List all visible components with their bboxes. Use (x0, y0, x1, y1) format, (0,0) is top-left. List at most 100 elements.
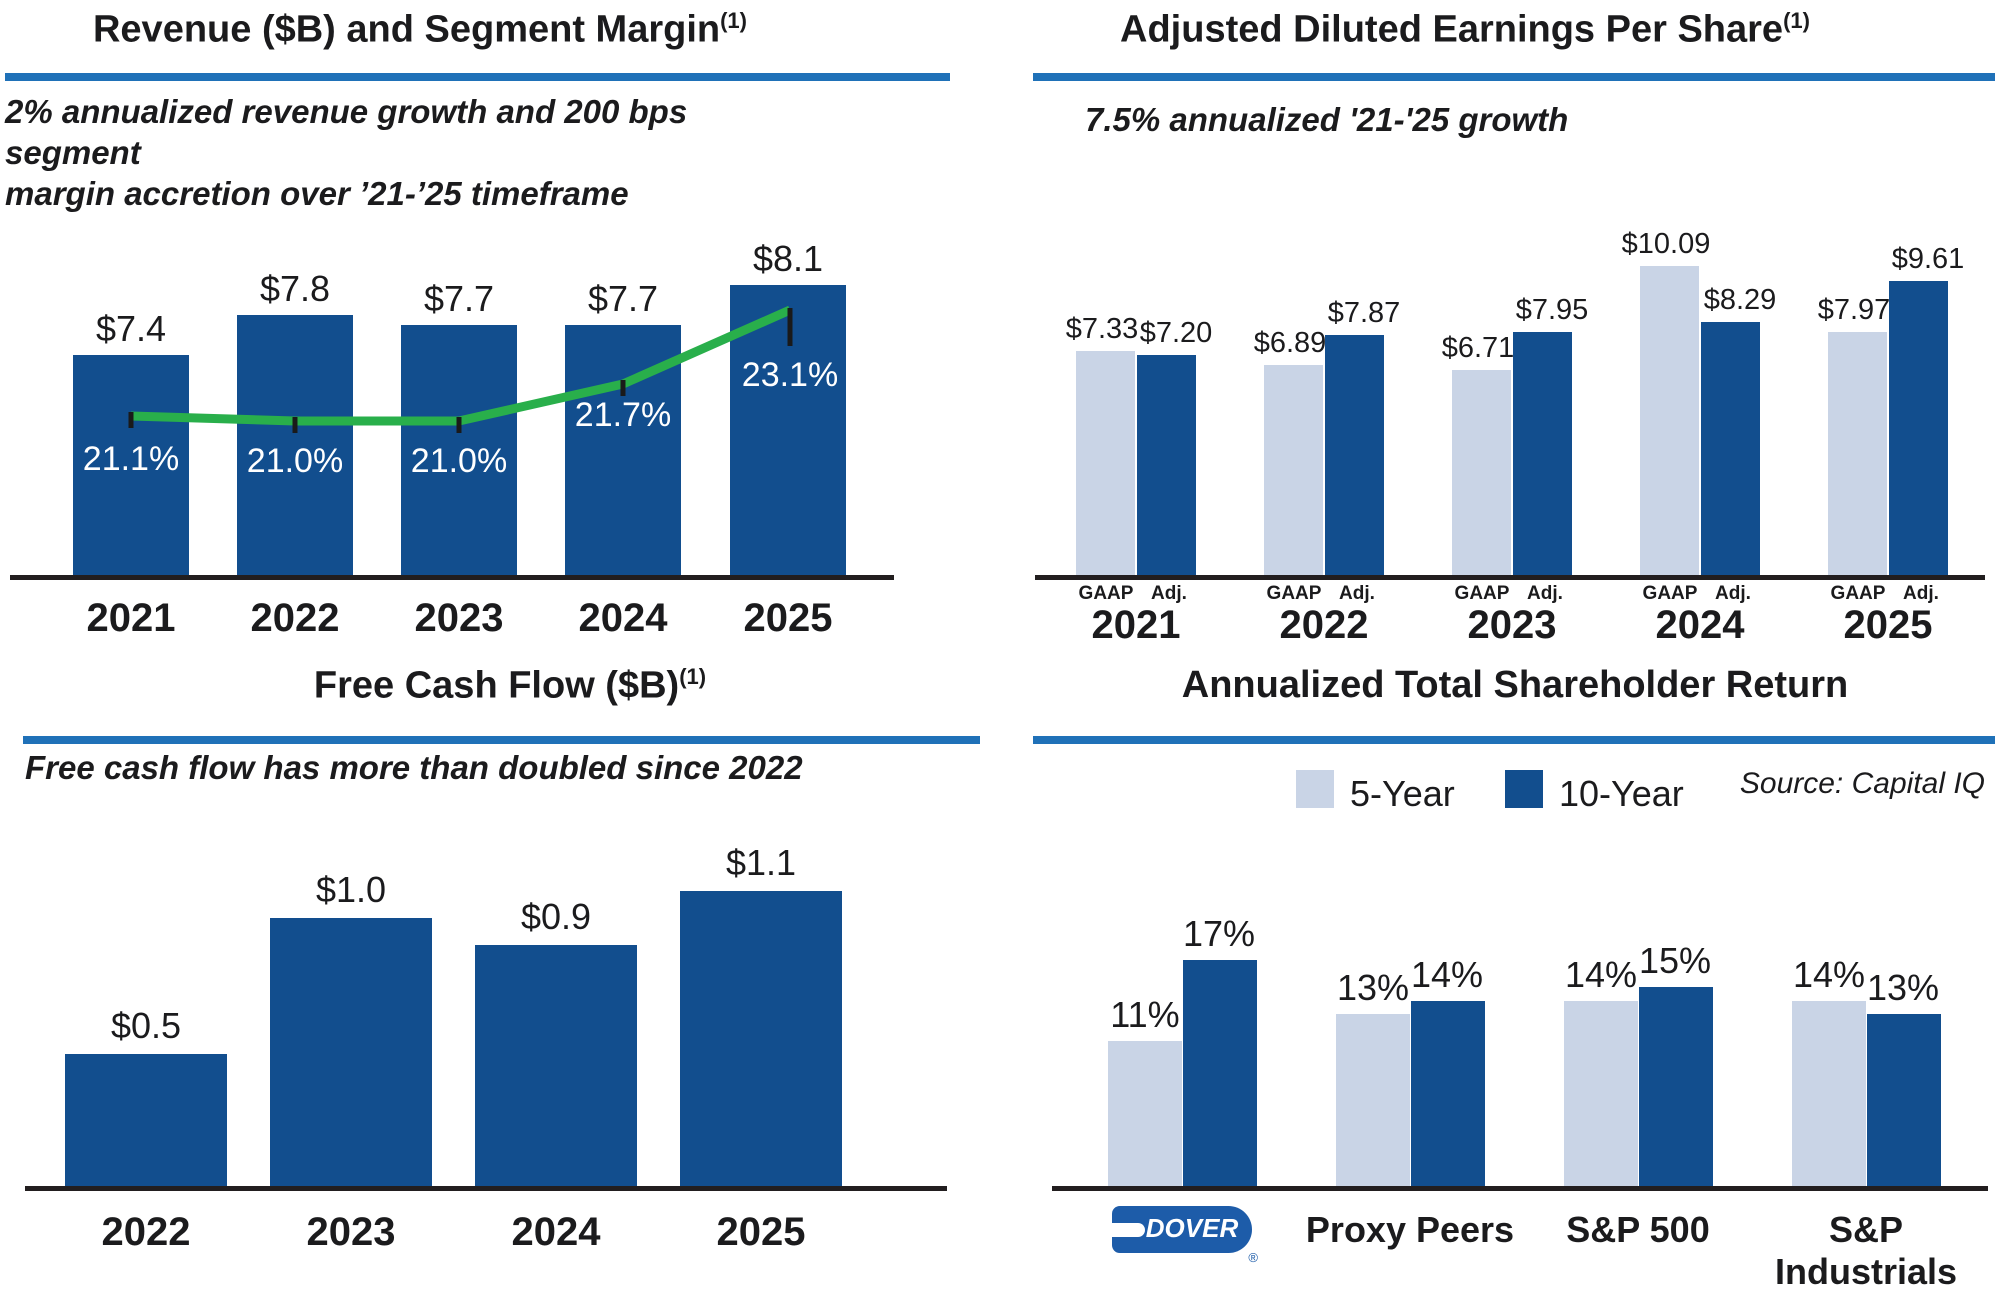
eps-year-label: 2021 (1091, 603, 1181, 647)
revenue-value-label: $7.7 (423, 278, 495, 319)
eps-gaap-value-label: $7.33 (1065, 313, 1139, 345)
eps-adj-value-label: $7.87 (1327, 297, 1401, 329)
fcf-x-axis (25, 1186, 947, 1191)
eps-adj-bar-2023 (1513, 332, 1572, 577)
revenue-subtitle-line2: margin accretion over ’21-’25 timeframe (5, 174, 629, 212)
eps-adj-value-label: $9.61 (1891, 243, 1965, 275)
legend-label-5-year: 5-Year (1350, 773, 1455, 814)
eps-adj-value-label: $8.29 (1703, 284, 1777, 316)
eps-adj-axis-label: Adj. (1715, 583, 1751, 604)
eps-adj-axis-label: Adj. (1527, 583, 1563, 604)
revenue-value-label: $7.4 (95, 308, 167, 349)
eps-year-label: 2022 (1279, 603, 1369, 647)
eps-adj-bar-2024 (1701, 322, 1760, 577)
revenue-chart-title: Revenue ($B) and Segment Margin(1) (0, 8, 840, 52)
legend-swatch-5-year (1296, 770, 1334, 808)
tsr-10yr-bar (1867, 1014, 1941, 1190)
revenue-year-label: 2025 (743, 596, 833, 640)
fcf-year-label: 2023 (306, 1210, 396, 1254)
source-note: Source: Capital IQ (1739, 767, 1985, 800)
eps-x-axis (1035, 575, 1985, 580)
eps-title-footnote-marker: (1) (1783, 8, 1810, 33)
segment-margin-label: 21.7% (574, 396, 672, 434)
eps-gaap-axis-label: GAAP (1078, 583, 1134, 604)
segment-margin-label: 21.0% (246, 442, 344, 480)
eps-adj-value-label: $7.95 (1515, 294, 1589, 326)
tsr-5yr-value-label: 14% (1564, 954, 1638, 995)
eps-gaap-value-label: $6.89 (1253, 327, 1327, 359)
fcf-bar-2022 (65, 1054, 227, 1190)
fcf-chart-title-text: Free Cash Flow ($B) (313, 664, 680, 707)
tsr-category-label: S&P 500 (1566, 1209, 1710, 1250)
fcf-chart-title: Free Cash Flow ($B)(1) (40, 664, 980, 708)
eps-gaap-bar-2024 (1640, 266, 1699, 577)
eps-gaap-bar-2025 (1828, 332, 1887, 577)
eps-subtitle: 7.5% annualized '21-'25 growth (1085, 101, 1569, 138)
fcf-subtitle: Free cash flow has more than doubled sin… (25, 749, 803, 786)
segment-margin-label: 23.1% (741, 356, 839, 394)
revenue-x-axis (10, 575, 894, 580)
tsr-5yr-value-label: 13% (1336, 967, 1410, 1008)
eps-gaap-axis-label: GAAP (1454, 583, 1510, 604)
tsr-chart-title: Annualized Total Shareholder Return (1181, 664, 1849, 706)
fcf-year-label: 2022 (101, 1210, 191, 1254)
eps-adj-bar-2021 (1137, 355, 1196, 577)
eps-chart-title-text: Adjusted Diluted Earnings Per Share (1120, 8, 1784, 51)
fcf-title-footnote-marker: (1) (679, 664, 707, 689)
fcf-year-label: 2024 (511, 1210, 601, 1254)
tsr-5yr-bar (1108, 1041, 1182, 1190)
eps-gaap-bar-2022 (1264, 365, 1323, 577)
revenue-value-label: $7.7 (587, 278, 659, 319)
revenue-bar-2025 (730, 285, 846, 577)
tsr-10yr-value-label: 13% (1866, 967, 1940, 1008)
revenue-subtitle-line1: 2% annualized revenue growth and 200 bps… (5, 93, 688, 171)
revenue-subtitle: 2% annualized revenue growth and 200 bps… (5, 92, 785, 215)
revenue-year-label: 2021 (86, 596, 176, 640)
tsr-10yr-bar (1411, 1001, 1485, 1190)
revenue-year-label: 2023 (414, 596, 504, 640)
dover-logo-notch (1112, 1223, 1145, 1237)
tsr-10yr-value-label: 15% (1638, 940, 1712, 981)
tsr-category-label-line2: Industrials (1774, 1251, 1958, 1292)
eps-adj-axis-label: Adj. (1903, 583, 1939, 604)
revenue-value-label: $7.8 (259, 268, 331, 309)
dover-logo-text: DOVER (1145, 1213, 1239, 1243)
segment-margin-label: 21.1% (82, 440, 180, 478)
eps-year-label: 2023 (1467, 603, 1557, 647)
fcf-bar-2023 (270, 918, 432, 1190)
fcf-bar-2025 (680, 891, 842, 1190)
fcf-title-divider (23, 736, 980, 744)
eps-gaap-bar-2021 (1076, 351, 1135, 577)
tsr-category-label: S&P (1828, 1209, 1904, 1250)
tsr-x-axis (1052, 1186, 1988, 1191)
eps-chart-title: Adjusted Diluted Earnings Per Share(1) (990, 8, 1940, 52)
eps-adj-value-label: $7.20 (1139, 317, 1213, 349)
tsr-5yr-value-label: 11% (1110, 994, 1180, 1035)
eps-year-label: 2024 (1655, 603, 1745, 647)
fcf-value-label: $1.1 (725, 842, 797, 883)
tsr-5yr-bar (1336, 1014, 1410, 1190)
eps-gaap-value-label: $10.09 (1621, 228, 1711, 260)
fcf-year-label: 2025 (716, 1210, 806, 1254)
eps-adj-bar-2022 (1325, 335, 1384, 577)
fcf-bar-2024 (475, 945, 637, 1190)
tsr-5yr-bar (1564, 1001, 1638, 1190)
legend-swatch-10-year (1505, 770, 1543, 808)
tsr-10yr-bar (1639, 987, 1713, 1190)
registered-trademark-icon: ® (1248, 1250, 1258, 1265)
eps-adj-axis-label: Adj. (1339, 583, 1375, 604)
revenue-bar-2024 (565, 325, 681, 577)
eps-gaap-axis-label: GAAP (1642, 583, 1698, 604)
revenue-chart-title-text: Revenue ($B) and Segment Margin (92, 8, 721, 51)
eps-gaap-axis-label: GAAP (1830, 583, 1886, 604)
tsr-category-label: Proxy Peers (1305, 1209, 1515, 1250)
eps-year-label: 2025 (1843, 603, 1933, 647)
revenue-year-label: 2024 (578, 596, 668, 640)
segment-margin-label: 21.0% (410, 442, 508, 480)
eps-adj-bar-2025 (1889, 281, 1948, 577)
tsr-10yr-value-label: 14% (1410, 954, 1484, 995)
revenue-title-divider (5, 73, 950, 81)
tsr-5yr-bar (1792, 1001, 1866, 1190)
revenue-year-label: 2022 (250, 596, 340, 640)
